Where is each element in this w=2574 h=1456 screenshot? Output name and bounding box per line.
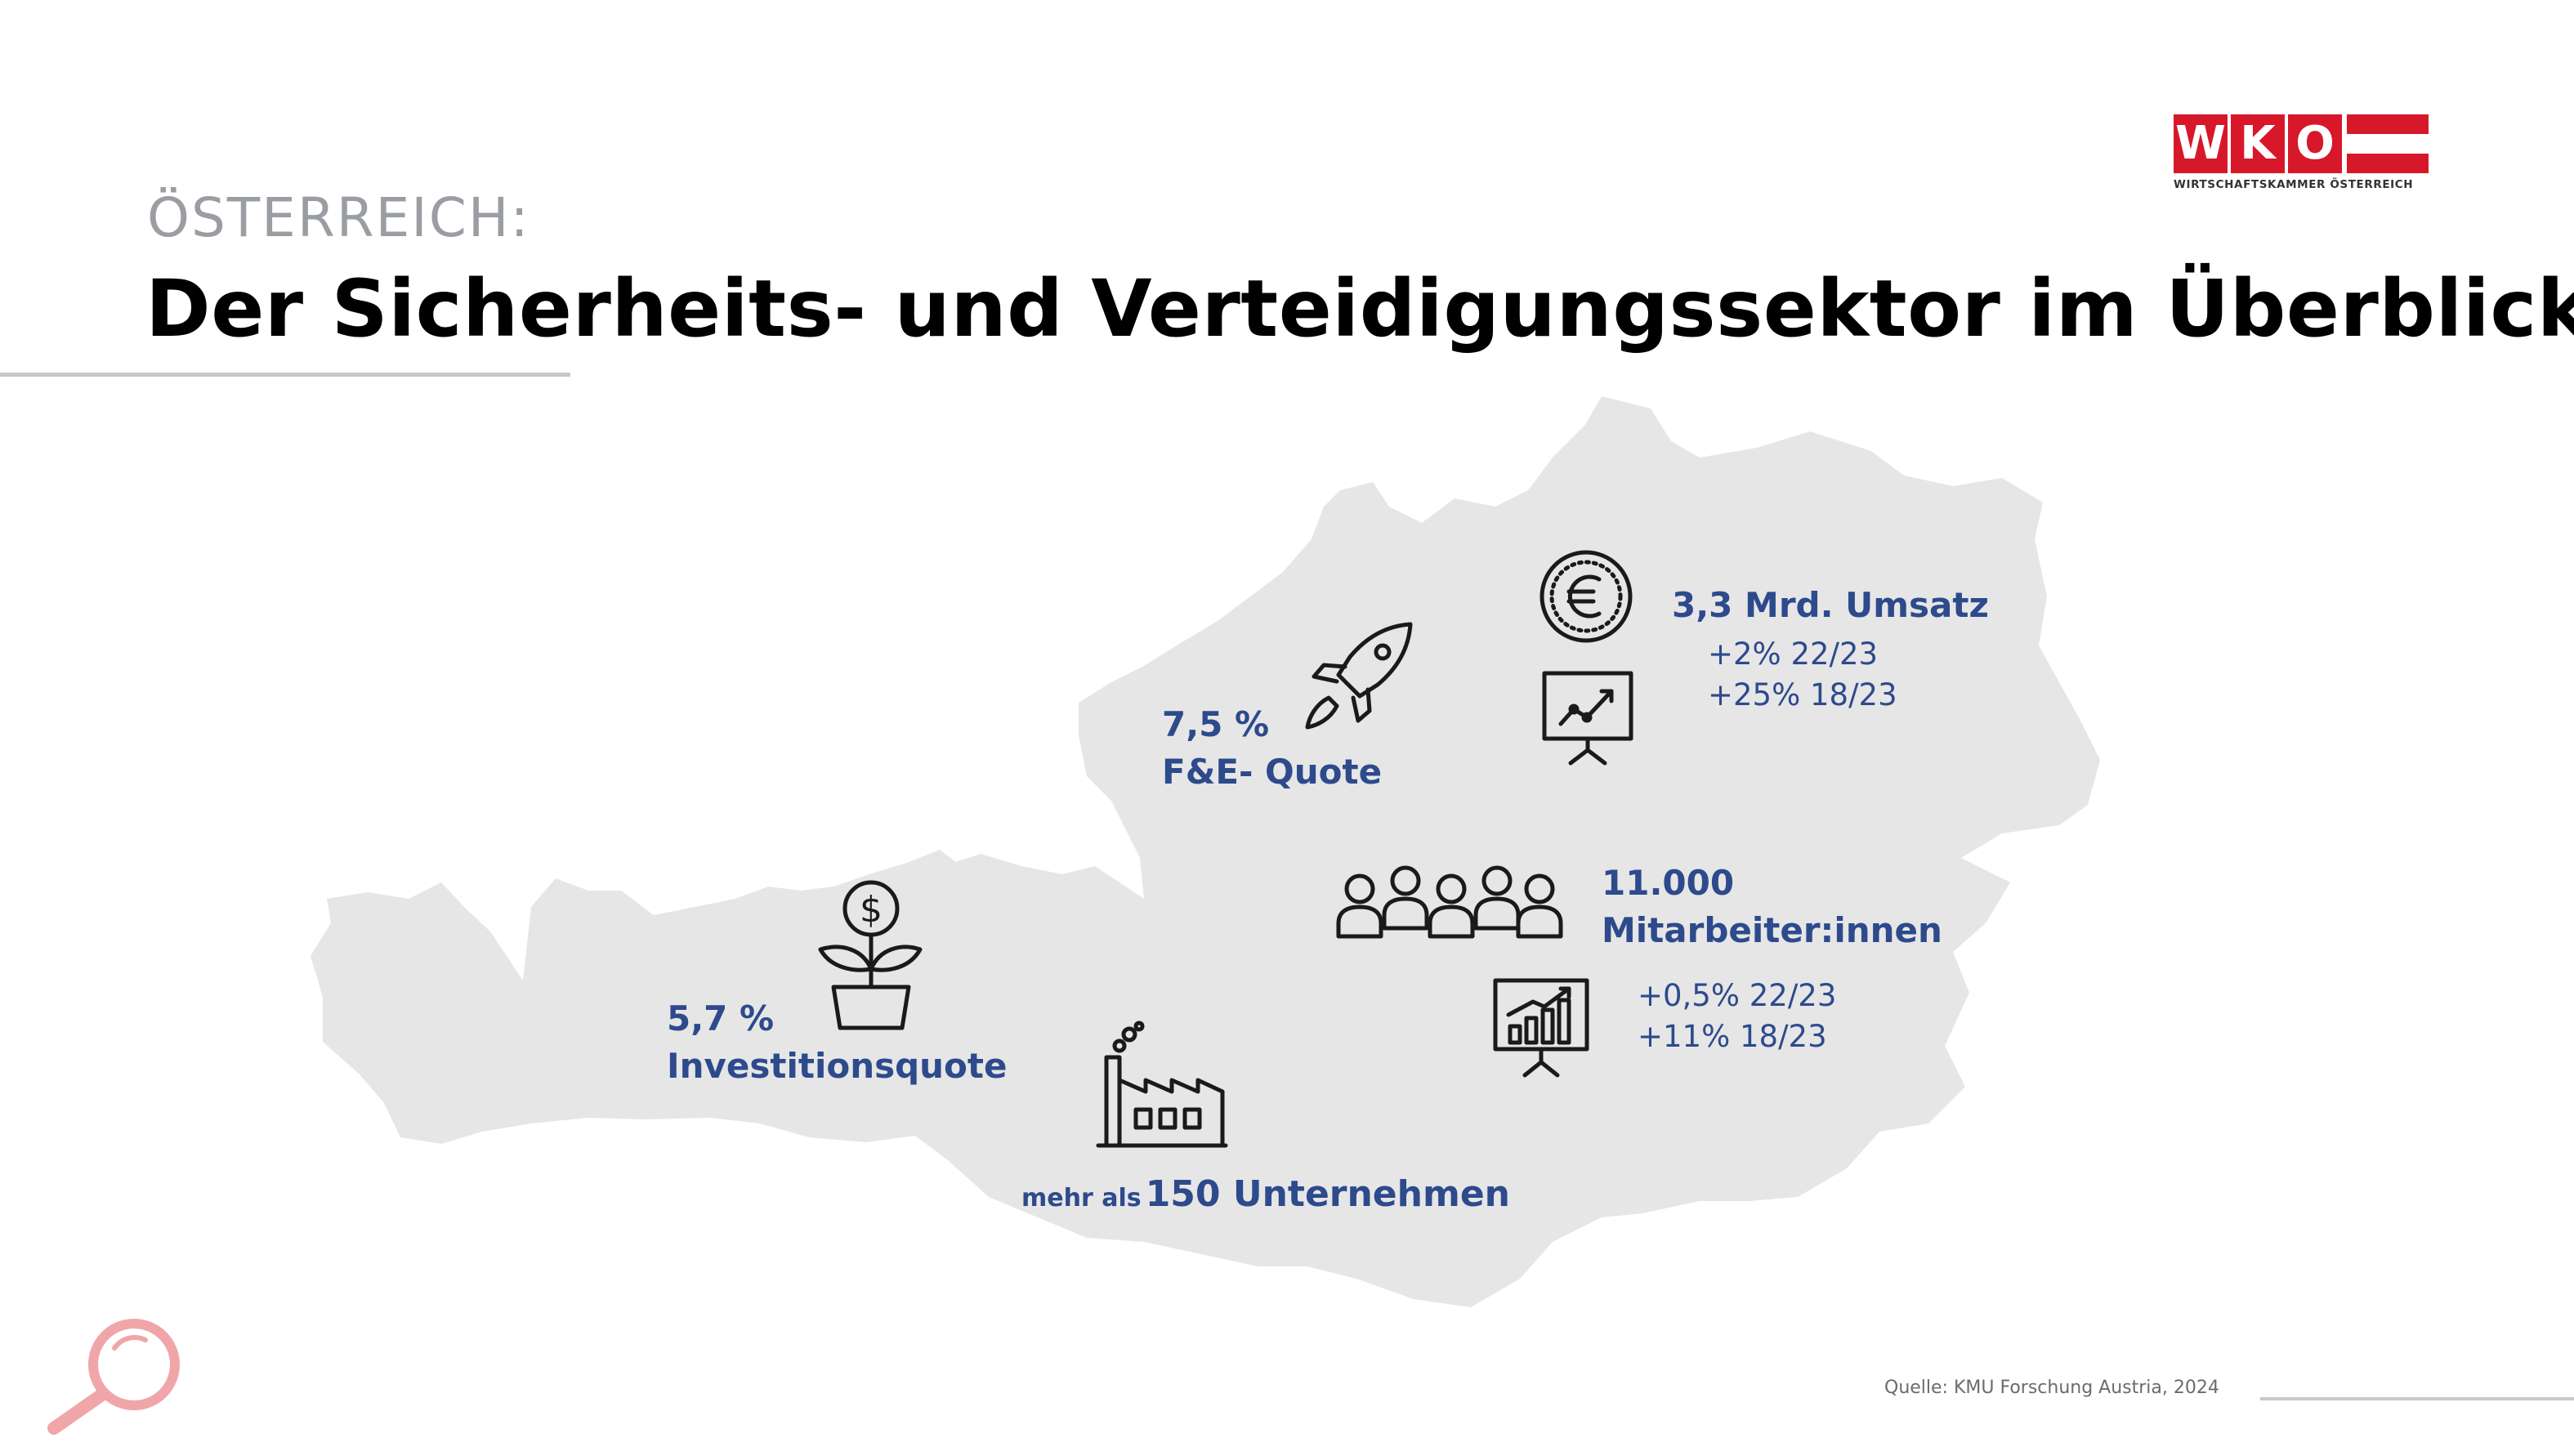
mitarbeiter-change-1: +0,5% 22/23: [1638, 978, 1837, 1013]
mitarbeiter-label: Mitarbeiter:innen: [1602, 910, 1942, 950]
mitarbeiter-change-2: +11% 18/23: [1638, 1019, 1827, 1054]
svg-text:$: $: [860, 889, 883, 931]
logo-flag-stripe-top: [2347, 114, 2429, 134]
umsatz-change-1: +2% 22/23: [1708, 636, 1879, 672]
team-icon: [1336, 865, 1563, 939]
bar-chart-board-icon: [1493, 978, 1589, 1078]
fe-value: 7,5 %: [1162, 704, 1270, 744]
logo-letter-o: O: [2288, 114, 2342, 173]
presentation-chart-icon: [1542, 671, 1633, 766]
logo-letter-w: W: [2174, 114, 2228, 173]
umsatz-change-2: +25% 18/23: [1708, 677, 1897, 712]
page-subtitle: ÖSTERREICH:: [147, 186, 530, 249]
source-note: Quelle: KMU Forschung Austria, 2024: [1884, 1378, 2219, 1398]
logo-flag-stripe-bottom: [2347, 154, 2429, 173]
unternehmen-prefix: mehr als: [1021, 1184, 1142, 1213]
wko-logo: W K O WIRTSCHAFTSKAMMER ÖSTERREICH: [2174, 114, 2429, 196]
page-title: Der Sicherheits- und Verteidigungssektor…: [145, 263, 2574, 355]
mitarbeiter-value: 11.000: [1602, 863, 1735, 903]
logo-tagline: WIRTSCHAFTSKAMMER ÖSTERREICH: [2174, 178, 2414, 191]
euro-coin-icon: [1539, 550, 1633, 643]
title-underline: [0, 373, 570, 377]
unternehmen-stat: mehr als 150 Unternehmen: [1021, 1173, 1510, 1215]
money-plant-icon: $: [818, 880, 923, 1030]
logo-letter-k: K: [2231, 114, 2285, 173]
magnifier-icon: [47, 1319, 180, 1435]
fe-label: F&E- Quote: [1162, 752, 1383, 792]
umsatz-headline: 3,3 Mrd. Umsatz: [1672, 585, 1989, 625]
footer-rule: [2260, 1397, 2574, 1400]
investition-value: 5,7 %: [667, 998, 775, 1038]
investition-label: Investitionsquote: [667, 1046, 1008, 1086]
rocket-icon: [1305, 622, 1413, 730]
factory-icon: [1096, 1021, 1228, 1148]
unternehmen-value: 150 Unternehmen: [1145, 1173, 1510, 1215]
